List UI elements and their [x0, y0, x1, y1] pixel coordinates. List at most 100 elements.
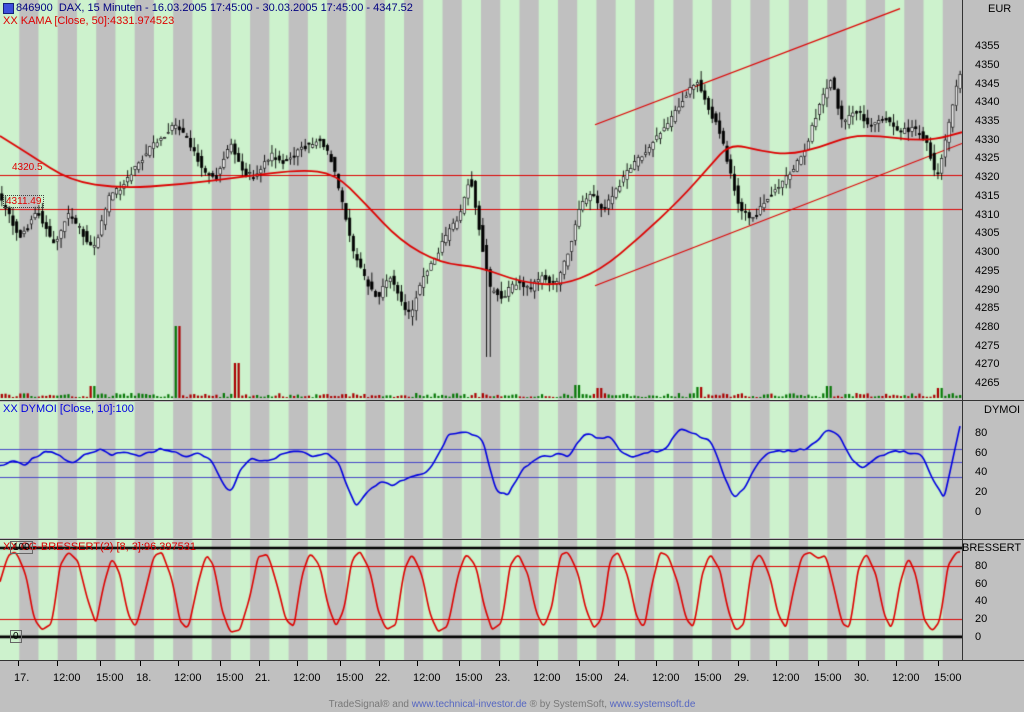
price-line-label[interactable]: 4320.5: [12, 162, 43, 174]
x-axis-tick: [698, 661, 699, 666]
dymoi-indicator-canvas[interactable]: [0, 402, 962, 538]
bressert-lower-bound-label: 0: [10, 629, 22, 643]
price-line-label-selected[interactable]: 4311.49: [3, 195, 45, 209]
bressert-upper-bound-label: 100: [10, 541, 33, 554]
x-axis-tick: [140, 661, 141, 666]
panel-separator: [0, 400, 1024, 401]
price-axis-tick-label: 4290: [975, 283, 1000, 296]
x-axis-tick: [178, 661, 179, 666]
panel-separator: [0, 539, 1024, 540]
x-axis-tick: [57, 661, 58, 666]
price-axis-tick-label: 4305: [975, 227, 1000, 240]
dymoi-axis-tick-label: 20: [975, 486, 988, 499]
dymoi-indicator-label[interactable]: XX DYMOI [Close, 10]:100: [3, 403, 134, 415]
x-axis-label: 15:00: [934, 672, 962, 684]
bressert-indicator-label[interactable]: XX CG-BRESSERT(2) [8, 3]:96.397531: [3, 541, 196, 553]
price-axis-tick-label: 4295: [975, 264, 1000, 277]
x-axis-label: 12:00: [174, 672, 202, 684]
x-axis-label: 15:00: [575, 672, 603, 684]
x-axis-tick: [18, 661, 19, 666]
axis-separator: [962, 0, 963, 660]
x-axis-label: 12:00: [413, 672, 441, 684]
price-axis-tick-label: 4355: [975, 40, 1000, 53]
right-axis-gutter: EUR DYMOI BRESSERT 4355 4350 4345 4340 4335 4…: [962, 0, 1024, 660]
currency-axis-label: EUR: [988, 3, 1012, 15]
x-axis-label: 30.: [854, 672, 870, 684]
x-axis-tick: [896, 661, 897, 666]
footer-text: ® by SystemSoft,: [526, 699, 610, 710]
chart-window-icon: [3, 3, 14, 14]
price-axis-tick-label: 4325: [975, 152, 1000, 165]
x-axis-tick: [259, 661, 260, 666]
x-axis-label: 17.: [14, 672, 30, 684]
price-axis-tick-label: 4335: [975, 114, 1000, 127]
bressert-indicator-canvas[interactable]: [0, 540, 962, 660]
price-axis-tick-label: 4275: [975, 339, 1000, 352]
price-axis-tick-label: 4270: [975, 358, 1000, 371]
x-axis-label: 15:00: [455, 672, 483, 684]
x-axis-label: 15:00: [336, 672, 364, 684]
price-chart-canvas[interactable]: [0, 0, 962, 400]
price-axis-tick-label: 4345: [975, 77, 1000, 90]
footer-link-systemsoft[interactable]: www.systemsoft.de: [609, 699, 696, 710]
x-axis-label: 12:00: [772, 672, 800, 684]
bressert-axis-label: BRESSERT: [962, 542, 1022, 554]
x-axis-label: 23.: [495, 672, 511, 684]
x-axis-tick: [459, 661, 460, 666]
time-axis: 17. 12:00 15:00 18. 12:00 15:00 21. 12:00 15:00 2…: [0, 661, 1024, 695]
instrument-title: 846900 DAX, 15 Minuten - 16.03.2005 17:4…: [16, 2, 413, 14]
price-axis-tick-label: 4285: [975, 302, 1000, 315]
dymoi-axis-tick-label: 60: [975, 446, 988, 459]
x-axis-label: 12:00: [892, 672, 920, 684]
x-axis-tick: [738, 661, 739, 666]
price-axis-tick-label: 4300: [975, 246, 1000, 259]
price-axis-tick-label: 4265: [975, 377, 1000, 390]
price-axis-tick-label: 4315: [975, 189, 1000, 202]
x-axis-tick: [858, 661, 859, 666]
dymoi-axis-tick-label: 0: [975, 506, 982, 519]
x-axis-tick: [656, 661, 657, 666]
x-axis-label: 21.: [255, 672, 271, 684]
panel-separator: [0, 660, 1024, 661]
price-axis-tick-label: 4350: [975, 58, 1000, 71]
bressert-axis-tick-label: 40: [975, 595, 988, 608]
bressert-axis-tick-label: 60: [975, 577, 988, 590]
x-axis-label: 15:00: [814, 672, 842, 684]
x-axis-label: 29.: [734, 672, 750, 684]
x-axis-tick: [499, 661, 500, 666]
footer-text: TradeSignal® and: [328, 699, 412, 710]
x-axis-tick: [417, 661, 418, 666]
x-axis-tick: [818, 661, 819, 666]
x-axis-tick: [776, 661, 777, 666]
bressert-axis-tick-label: 20: [975, 613, 988, 626]
x-axis-tick: [579, 661, 580, 666]
footer-credits: TradeSignal® and www.technical-investor.…: [0, 699, 1024, 710]
x-axis-label: 12:00: [652, 672, 680, 684]
x-axis-label: 12:00: [533, 672, 561, 684]
price-axis-tick-label: 4280: [975, 320, 1000, 333]
price-axis-tick-label: 4330: [975, 133, 1000, 146]
kama-indicator-label[interactable]: XX KAMA [Close, 50]:4331.974523: [3, 15, 175, 27]
x-axis-label: 12:00: [293, 672, 321, 684]
x-axis-label: 18.: [136, 672, 152, 684]
x-axis-tick: [938, 661, 939, 666]
x-axis-label: 15:00: [96, 672, 124, 684]
bressert-axis-tick-label: 0: [975, 630, 982, 643]
x-axis-tick: [340, 661, 341, 666]
x-axis-label: 12:00: [53, 672, 81, 684]
dymoi-axis-tick-label: 40: [975, 466, 988, 479]
x-axis-label: 22.: [375, 672, 391, 684]
dymoi-axis-label: DYMOI: [984, 404, 1021, 416]
x-axis-label: 24.: [614, 672, 630, 684]
x-axis-tick: [297, 661, 298, 666]
price-axis-tick-label: 4310: [975, 208, 1000, 221]
x-axis-label: 15:00: [216, 672, 244, 684]
price-axis-tick-label: 4320: [975, 171, 1000, 184]
dymoi-axis-tick-label: 80: [975, 426, 988, 439]
x-axis-tick: [379, 661, 380, 666]
x-axis-tick: [220, 661, 221, 666]
x-axis-tick: [618, 661, 619, 666]
x-axis-label: 15:00: [694, 672, 722, 684]
footer-link-technical-investor[interactable]: www.technical-investor.de: [411, 699, 527, 710]
